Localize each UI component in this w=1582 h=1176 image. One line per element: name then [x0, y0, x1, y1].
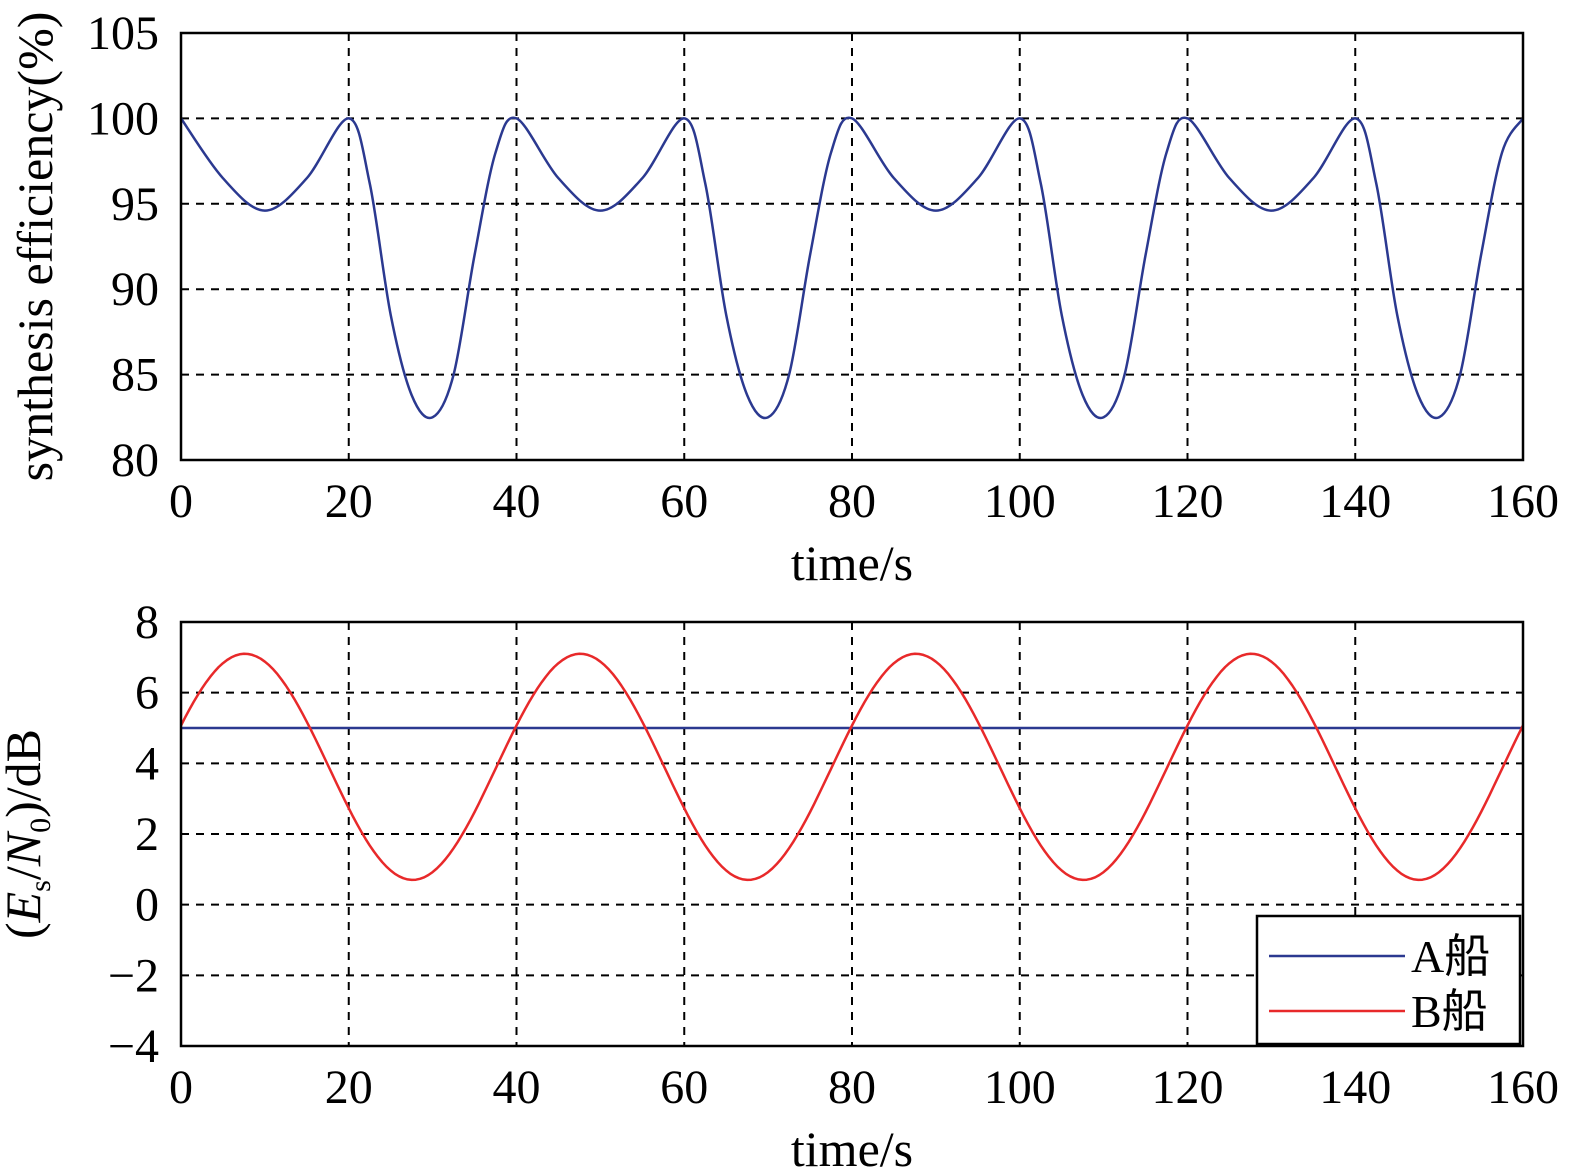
y-tick-label: 95 [111, 178, 159, 231]
x-tick-labels: 0 20 40 60 80 100 120 140 160 [169, 1061, 1559, 1114]
ylabel-n: N [0, 830, 51, 867]
y-tick-label: 4 [135, 737, 159, 790]
ylabel-open: ( [0, 922, 51, 939]
x-tick-label: 80 [828, 1061, 876, 1114]
legend-label-a: A船 [1411, 931, 1490, 982]
y-tick-label: 80 [111, 434, 159, 487]
x-tick-label: 80 [828, 475, 876, 528]
ylabel-close: )/dB [0, 729, 51, 818]
ylabel-zero-subscript: 0 [24, 818, 57, 833]
x-axis-label: time/s [791, 535, 913, 591]
x-tick-label: 40 [493, 475, 541, 528]
x-tick-label: 100 [984, 475, 1056, 528]
y-tick-labels: 80 85 90 95 100 105 [87, 7, 159, 487]
x-tick-label: 40 [493, 1061, 541, 1114]
x-tick-label: 20 [325, 475, 373, 528]
x-axis-label: time/s [791, 1121, 913, 1176]
x-tick-label: 0 [169, 475, 193, 528]
y-tick-label: 6 [135, 667, 159, 720]
x-tick-label: 0 [169, 1061, 193, 1114]
legend: A船 B船 [1255, 914, 1522, 1046]
y-tick-label: 0 [135, 879, 159, 932]
grid [181, 33, 1523, 460]
chart-es-n0: 0 20 40 60 80 100 120 140 160 −4 −2 0 2 4 6 8 time/s (… [0, 596, 1559, 1176]
chart-efficiency: 0 20 40 60 80 100 120 140 160 80 85 90 95 100 105 tim… [7, 7, 1559, 591]
x-tick-label: 160 [1487, 475, 1559, 528]
ylabel-slash: / [0, 866, 51, 880]
y-tick-label: 90 [111, 263, 159, 316]
x-tick-label: 100 [984, 1061, 1056, 1114]
y-tick-label: 105 [87, 7, 159, 60]
x-tick-label: 140 [1319, 475, 1391, 528]
plot-frame [179, 620, 1525, 1048]
ylabel-e: E [0, 892, 51, 924]
x-tick-label: 60 [660, 1061, 708, 1114]
x-tick-labels: 0 20 40 60 80 100 120 140 160 [169, 475, 1559, 528]
y-tick-label: 85 [111, 349, 159, 402]
x-tick-label: 60 [660, 475, 708, 528]
legend-label-b: B船 [1411, 986, 1488, 1037]
x-tick-label: 120 [1152, 1061, 1224, 1114]
legend-box [1255, 914, 1522, 1046]
series-b-line [179, 652, 1525, 882]
ylabel-s-subscript: s [24, 880, 57, 892]
x-tick-label: 120 [1152, 475, 1224, 528]
x-tick-label: 140 [1319, 1061, 1391, 1114]
x-tick-label: 20 [325, 1061, 373, 1114]
y-axis-label: synthesis efficiency(%) [7, 12, 63, 482]
plot-frame [179, 31, 1525, 462]
y-tick-label: 2 [135, 808, 159, 861]
series-efficiency-line [179, 116, 1525, 420]
y-axis-label: (Es/N0)/dB [0, 729, 57, 939]
y-tick-label: −4 [108, 1020, 159, 1073]
grid [181, 622, 1523, 1046]
x-tick-label: 160 [1487, 1061, 1559, 1114]
y-tick-label: 8 [135, 596, 159, 649]
y-tick-label: 100 [87, 92, 159, 145]
y-tick-labels: −4 −2 0 2 4 6 8 [108, 596, 159, 1073]
y-tick-label: −2 [108, 949, 159, 1002]
